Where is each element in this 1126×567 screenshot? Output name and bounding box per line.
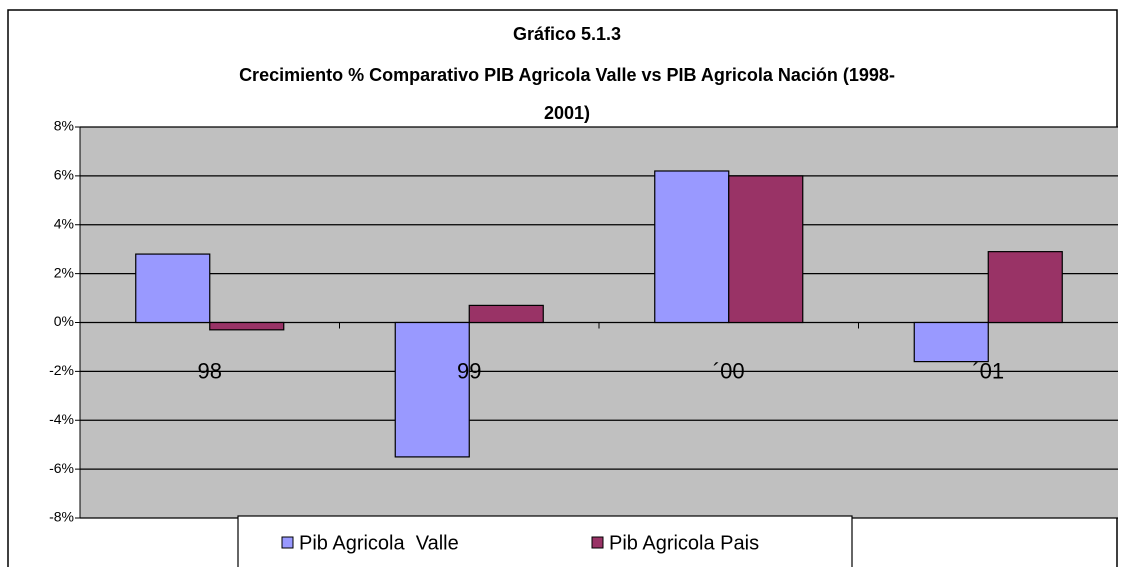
x-tick-label: ´00 — [713, 358, 745, 383]
y-tick-label: -6% — [49, 460, 74, 476]
bar — [209, 321, 285, 331]
bar — [135, 253, 211, 324]
legend-swatch — [281, 536, 294, 549]
legend-label: Pib Agricola Pais — [609, 532, 759, 554]
subtitle-box: Crecimiento % Comparativo PIB Agricola V… — [239, 65, 895, 123]
y-tick-label: 0% — [54, 313, 74, 329]
x-tick-label: ´01 — [972, 358, 1004, 383]
bar — [728, 175, 804, 324]
y-tick-label: 2% — [54, 264, 74, 280]
y-tick-label: 6% — [54, 167, 74, 183]
legend-box — [237, 515, 853, 567]
x-tick-label: 98 — [198, 358, 222, 383]
chart-title: Gráfico 5.1.3 — [513, 24, 621, 44]
bar — [394, 321, 470, 458]
y-tick-label: 4% — [54, 215, 74, 231]
bar — [913, 321, 989, 363]
bar — [987, 251, 1063, 324]
x-tick-label: 99 — [457, 358, 481, 383]
bar — [654, 170, 730, 324]
chart-subtitle: Crecimiento % Comparativo PIB Agricola V… — [239, 65, 895, 123]
y-tick-label: -2% — [49, 362, 74, 378]
y-tick-label: 8% — [54, 118, 74, 134]
y-tick-label: -8% — [49, 509, 74, 525]
legend-label: Pib Agricola Valle — [299, 532, 459, 554]
bar — [468, 304, 544, 324]
y-tick-label: -4% — [49, 411, 74, 427]
legend-swatch — [591, 536, 604, 549]
